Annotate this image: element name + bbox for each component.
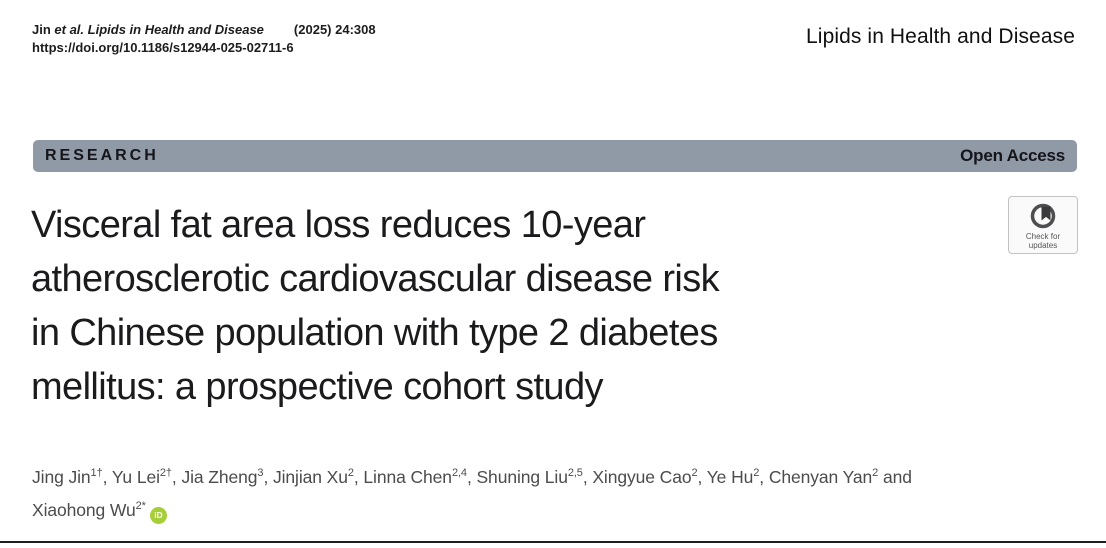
citation-volume: (2025) 24:308	[293, 22, 376, 37]
author-line-1: Jing Jin1†, Yu Lei2†, Jia Zheng3, Jinjia…	[32, 467, 912, 487]
author-affiliation-superscript: 2†	[159, 467, 172, 480]
author-affiliation-superscript: 3	[257, 467, 264, 480]
author-name: Xiaohong Wu	[32, 500, 136, 520]
open-access-label: Open Access	[960, 146, 1065, 165]
title-line-1: Visceral fat area loss reduces 10-year	[31, 204, 646, 246]
author-name: Xingyue Cao	[592, 467, 692, 487]
author-list: Jing Jin1†, Yu Lei2†, Jia Zheng3, Jinjia…	[32, 461, 912, 527]
author-name: Chenyan Yan	[768, 467, 873, 487]
author-name: Jing Jin	[32, 467, 91, 487]
article-title: Visceral fat area loss reduces 10-year a…	[31, 198, 720, 414]
citation-line: Jin et al. Lipids in Health and Disease (…	[32, 21, 376, 39]
author-name: Yu Lei	[111, 467, 160, 487]
author-affiliation-superscript: 2	[691, 467, 698, 480]
author-name: Jinjian Xu	[272, 467, 348, 487]
author-affiliation-superscript: 2	[872, 467, 879, 480]
title-line-3: in Chinese population with type 2 diabet…	[31, 312, 718, 354]
research-banner: RESEARCH Open Access	[33, 140, 1077, 172]
author-name: Jia Zheng	[181, 467, 258, 487]
author-affiliation-superscript: 2	[347, 467, 354, 480]
author-name: Linna Chen	[363, 467, 452, 487]
author-name: Ye Hu	[706, 467, 754, 487]
author-affiliation-superscript: 2,5	[567, 467, 583, 480]
journal-name: Lipids in Health and Disease	[806, 25, 1075, 48]
orcid-icon[interactable]: iD	[149, 507, 167, 524]
title-line-4: mellitus: a prospective cohort study	[31, 366, 603, 408]
article-type-label: RESEARCH	[45, 147, 159, 164]
citation-journal: et al. Lipids in Health and Disease	[54, 22, 264, 37]
author-affiliation-superscript: 2	[753, 467, 760, 480]
check-for-updates-badge[interactable]: Check for updates	[1008, 196, 1078, 254]
doi-link[interactable]: https://doi.org/10.1186/s12944-025-02711…	[32, 40, 294, 55]
title-line-2: atherosclerotic cardiovascular disease r…	[31, 258, 720, 300]
check-badge-text: Check for updates	[1025, 231, 1061, 250]
author-line-2: Xiaohong Wu2* iD	[32, 494, 912, 527]
author-affiliation-superscript: 1†	[90, 467, 103, 480]
citation-block: Jin et al. Lipids in Health and Disease (…	[32, 21, 376, 57]
crossmark-icon	[1030, 203, 1056, 228]
citation-authors: Jin	[32, 22, 55, 37]
section-divider	[0, 541, 1106, 543]
author-affiliation-superscript: 2*	[135, 500, 146, 513]
author-affiliation-superscript: 2,4	[451, 467, 467, 480]
author-name: Shuning Liu	[476, 467, 568, 487]
